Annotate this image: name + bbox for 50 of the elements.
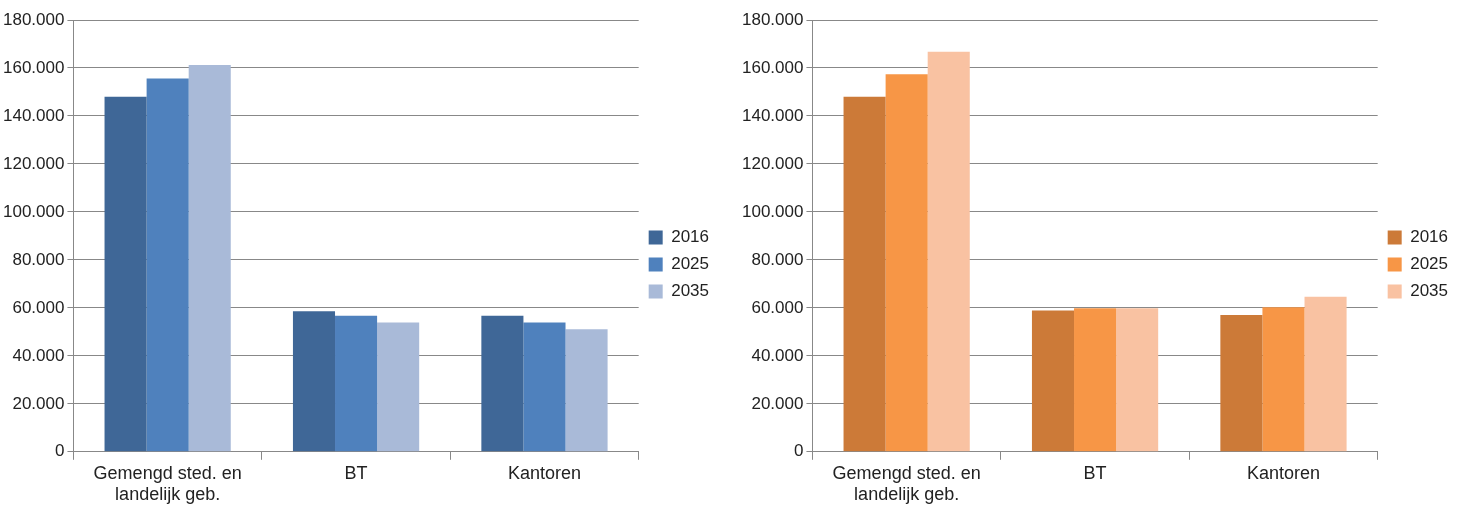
x-tick-label: Gemengd sted. en landelijk geb.	[93, 462, 242, 505]
y-tick-label: 100.000	[742, 201, 804, 221]
bar	[1262, 307, 1305, 452]
bar	[1116, 308, 1159, 452]
bar	[927, 51, 970, 452]
bar	[104, 96, 147, 452]
bar	[335, 315, 378, 452]
y-tick-label: 180.000	[3, 9, 65, 29]
legend-label: 2035	[1410, 281, 1449, 301]
legend-label: 2016	[1410, 227, 1449, 247]
y-tick-label: 60.000	[12, 297, 65, 317]
bar	[1304, 296, 1347, 452]
y-tick-label: 140.000	[742, 105, 804, 125]
y-tick-label: 180.000	[742, 9, 804, 29]
bar	[377, 322, 420, 452]
legend-label: 2035	[671, 281, 710, 301]
y-tick-label: 20.000	[751, 393, 804, 413]
y-tick-label: 80.000	[751, 249, 804, 269]
x-tick-label: Gemengd sted. en landelijk geb.	[832, 462, 981, 505]
y-tick-label: 60.000	[751, 297, 804, 317]
x-tick-label: Kantoren	[507, 462, 582, 483]
x-tick-label: Kantoren	[1246, 462, 1321, 483]
bar	[1074, 308, 1117, 452]
bar	[565, 329, 608, 452]
bar	[885, 74, 928, 452]
y-tick-label: 100.000	[3, 201, 65, 221]
y-tick-label: 40.000	[751, 345, 804, 365]
bar	[843, 96, 886, 452]
x-tick-label: BT	[344, 462, 368, 483]
y-tick-label: 120.000	[3, 153, 65, 173]
bar	[523, 322, 566, 452]
y-tick-label: 20.000	[12, 393, 65, 413]
x-tick-label: BT	[1083, 462, 1107, 483]
legend-label: 2025	[671, 254, 710, 274]
y-tick-label: 0	[54, 441, 65, 461]
y-tick-label: 160.000	[3, 57, 65, 77]
y-tick-label: 0	[793, 441, 804, 461]
y-tick-label: 140.000	[3, 105, 65, 125]
bar	[188, 65, 231, 452]
bar	[481, 315, 524, 452]
y-tick-label: 40.000	[12, 345, 65, 365]
bar	[292, 311, 336, 452]
bar	[1220, 315, 1263, 452]
y-tick-label: 80.000	[12, 249, 65, 269]
y-tick-label: 120.000	[742, 153, 804, 173]
y-tick-label: 160.000	[742, 57, 804, 77]
legend-label: 2016	[671, 227, 710, 247]
bar	[1031, 310, 1075, 452]
bar	[146, 78, 189, 452]
legend-label: 2025	[1410, 254, 1449, 274]
